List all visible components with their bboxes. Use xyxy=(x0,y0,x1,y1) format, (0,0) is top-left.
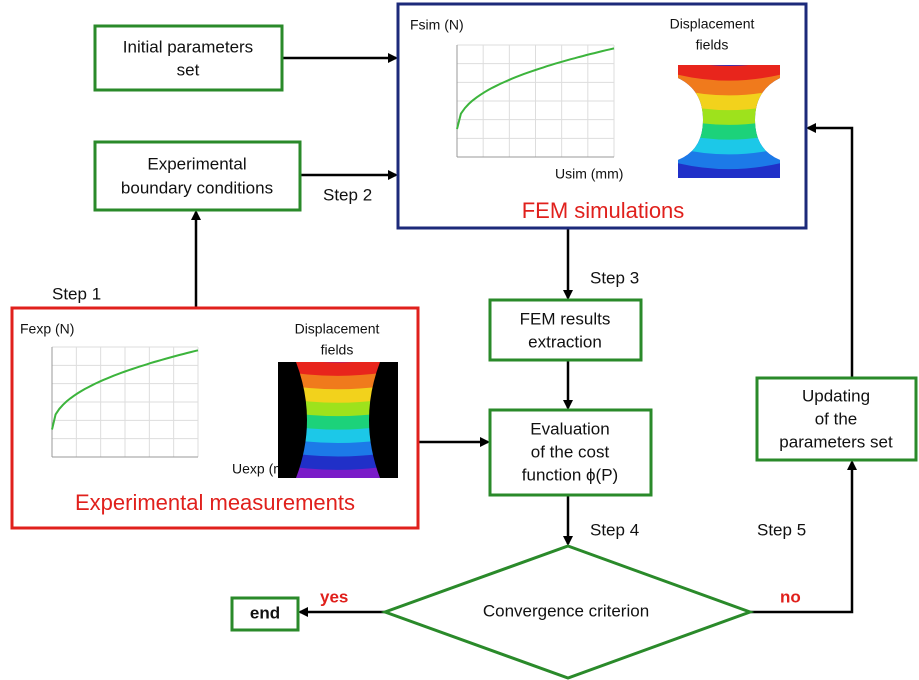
decision-label: Convergence criterion xyxy=(483,601,649,620)
step-label: Step 4 xyxy=(590,520,639,539)
field-label: fields xyxy=(321,342,354,358)
box-label: boundary conditions xyxy=(121,178,273,197)
axis-label: Fsim (N) xyxy=(410,17,464,33)
step-label: Step 1 xyxy=(52,284,101,303)
box-label: Experimental xyxy=(147,154,246,173)
branch-label: no xyxy=(780,587,801,606)
arrow xyxy=(808,128,852,378)
box-label: Evaluation xyxy=(530,419,609,438)
box-label: FEM results xyxy=(520,309,611,328)
box-title: Experimental measurements xyxy=(75,490,355,515)
box-label: parameters set xyxy=(779,432,893,451)
box-label: set xyxy=(177,60,200,79)
step-label: Step 2 xyxy=(323,185,372,204)
box-label: function ϕ(P) xyxy=(522,465,618,484)
step-label: Step 5 xyxy=(757,520,806,539)
terminal-label: end xyxy=(250,603,280,622)
flowchart: Initial parameters set Experimental boun… xyxy=(0,0,919,680)
field-label: Displacement xyxy=(295,321,380,337)
axis-label: Fexp (N) xyxy=(20,321,74,337)
field-label: Displacement xyxy=(670,16,755,32)
process-box xyxy=(95,142,300,210)
axis-label: Usim (mm) xyxy=(555,166,623,182)
branch-label: yes xyxy=(320,587,348,606)
step-label: Step 3 xyxy=(590,268,639,287)
box-label: of the cost xyxy=(531,442,610,461)
process-box xyxy=(95,26,282,90)
box-label: of the xyxy=(815,409,858,428)
field-label: fields xyxy=(696,37,729,53)
box-label: Updating xyxy=(802,386,870,405)
box-label: extraction xyxy=(528,332,602,351)
box-label: Initial parameters xyxy=(123,37,253,56)
box-title: FEM simulations xyxy=(522,198,685,223)
displacement-field xyxy=(278,357,398,486)
